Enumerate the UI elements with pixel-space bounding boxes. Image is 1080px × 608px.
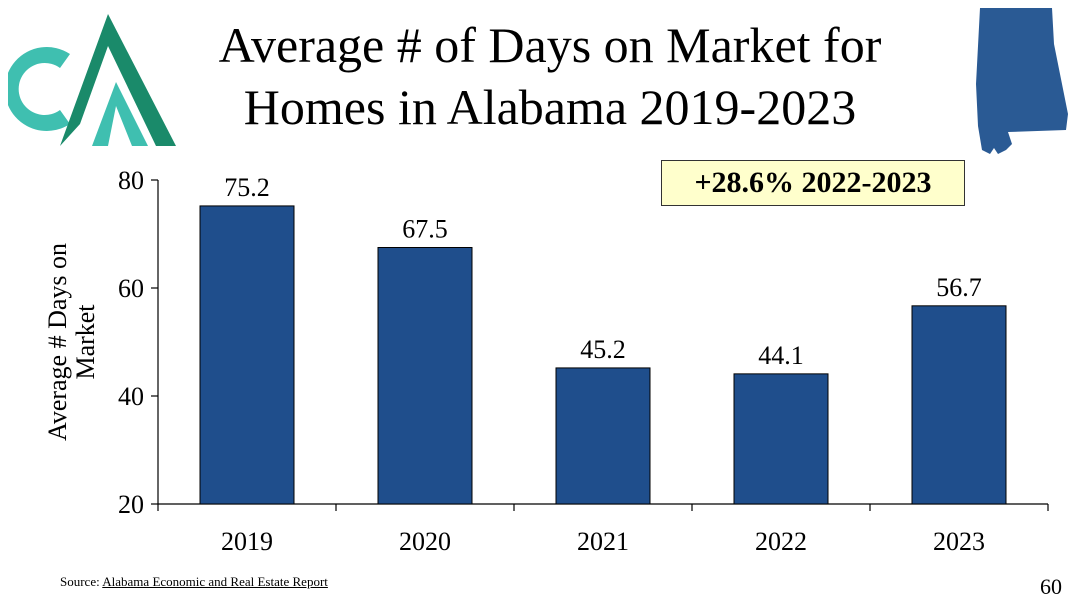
- x-tick-label-2023: 2023: [933, 527, 985, 556]
- x-tick-label-2021: 2021: [577, 527, 629, 556]
- logo-c-mark: [8, 47, 70, 131]
- value-label-2019: 75.2: [224, 173, 270, 202]
- value-label-2020: 67.5: [402, 215, 448, 244]
- alabama-state-icon: [976, 8, 1068, 154]
- slide-title: Average # of Days on Market for Homes in…: [150, 14, 950, 138]
- x-tick-label-2020: 2020: [399, 527, 451, 556]
- change-callout: +28.6% 2022-2023: [661, 160, 965, 206]
- source-label: Source:: [60, 574, 100, 589]
- y-axis-label-line-1: Average # Days on: [43, 243, 72, 441]
- logo-mountain-light: [92, 82, 148, 146]
- chart-labels: 75.2 2019 67.5 2020 45.2 2021 44.1 2022 56.7 2023: [221, 173, 985, 556]
- y-tick-label: 20: [118, 490, 144, 519]
- source-link[interactable]: Alabama Economic and Real Estate Report: [102, 574, 328, 589]
- company-logo: [8, 14, 176, 146]
- title-line-2: Homes in Alabama 2019-2023: [243, 79, 857, 135]
- bar-2020: [377, 247, 473, 505]
- y-axis-label: Average # Days on Market: [43, 243, 100, 441]
- bar-2021: [555, 367, 651, 505]
- alabama-state-shape: [976, 8, 1068, 154]
- bar-2019: [199, 205, 295, 505]
- days-on-market-chart: Average # Days on Market 20 40 60 80 75.2 20…: [43, 166, 1049, 556]
- x-tick-label-2019: 2019: [221, 527, 273, 556]
- value-label-2023: 56.7: [936, 273, 982, 302]
- source-note: Source: Alabama Economic and Real Estate…: [60, 574, 328, 590]
- y-axis-label-line-2: Market: [71, 304, 100, 380]
- chart-bars: [199, 205, 1007, 505]
- page-number: 60: [1040, 574, 1062, 599]
- bar-2022: [733, 373, 829, 505]
- bar-2023: [911, 305, 1007, 505]
- value-label-2021: 45.2: [580, 335, 626, 364]
- title-line-1: Average # of Days on Market for: [218, 17, 882, 73]
- y-tick-label: 80: [118, 166, 144, 195]
- logo-mountain-dark: [60, 14, 176, 146]
- value-label-2022: 44.1: [758, 341, 804, 370]
- x-tick-label-2022: 2022: [755, 527, 807, 556]
- y-tick-label: 60: [118, 274, 144, 303]
- y-tick-label: 40: [118, 382, 144, 411]
